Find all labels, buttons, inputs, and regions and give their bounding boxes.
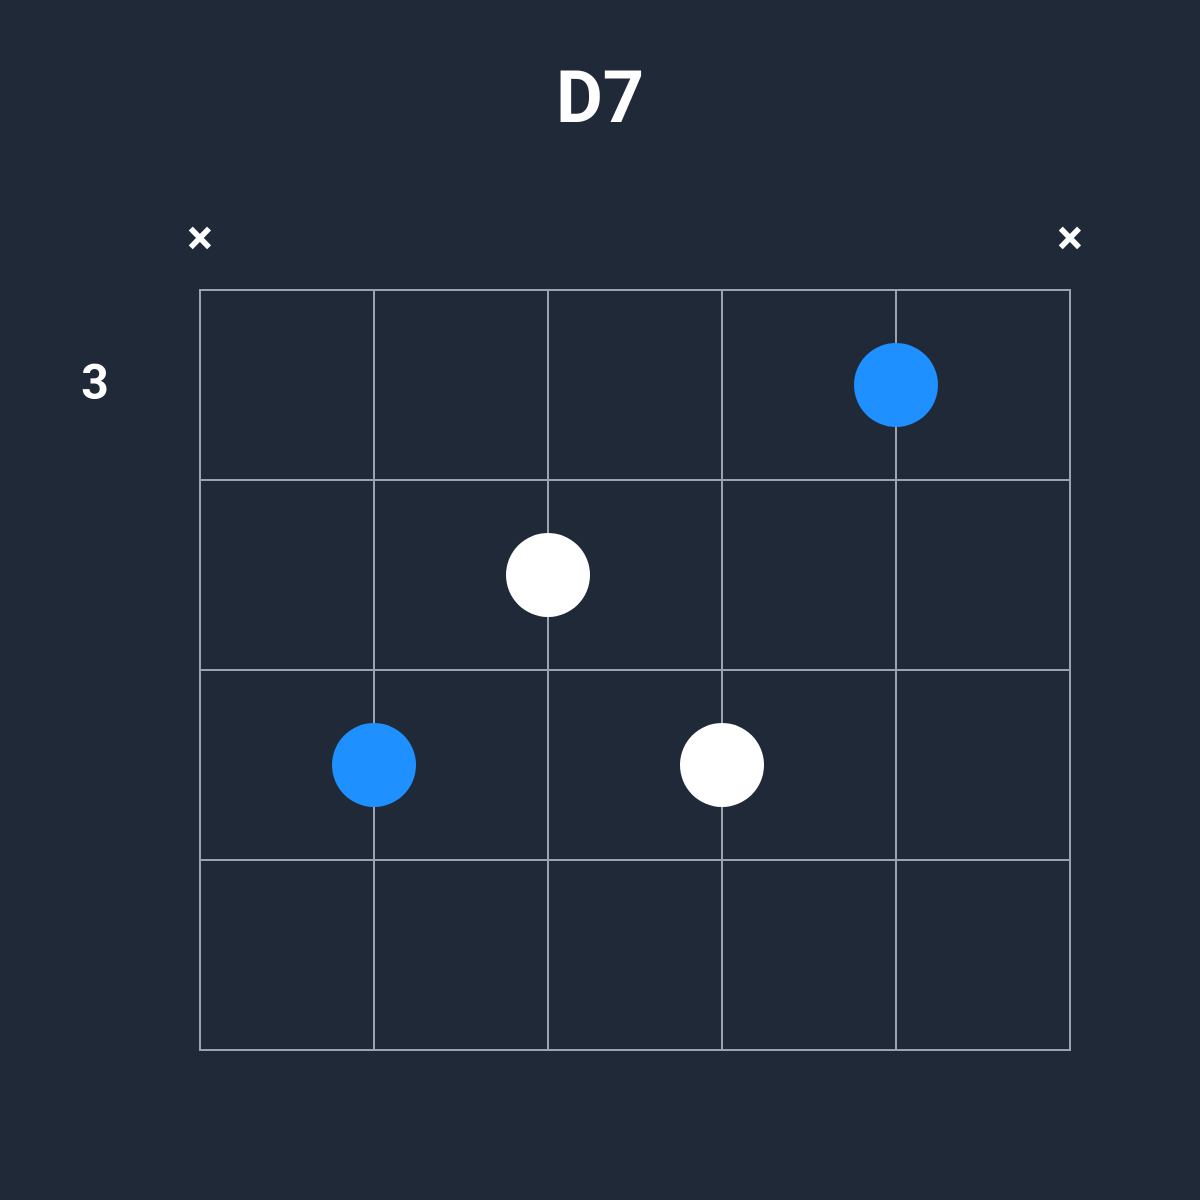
mute-icon: × (187, 214, 212, 262)
finger-dot-root (854, 343, 938, 427)
finger-dot (680, 723, 764, 807)
finger-dot (506, 533, 590, 617)
mute-icon: × (1057, 214, 1082, 262)
fretboard-grid (0, 0, 1200, 1200)
finger-dot-root (332, 723, 416, 807)
starting-fret-label: 3 (81, 354, 109, 411)
chord-diagram: D73×× (0, 0, 1200, 1200)
